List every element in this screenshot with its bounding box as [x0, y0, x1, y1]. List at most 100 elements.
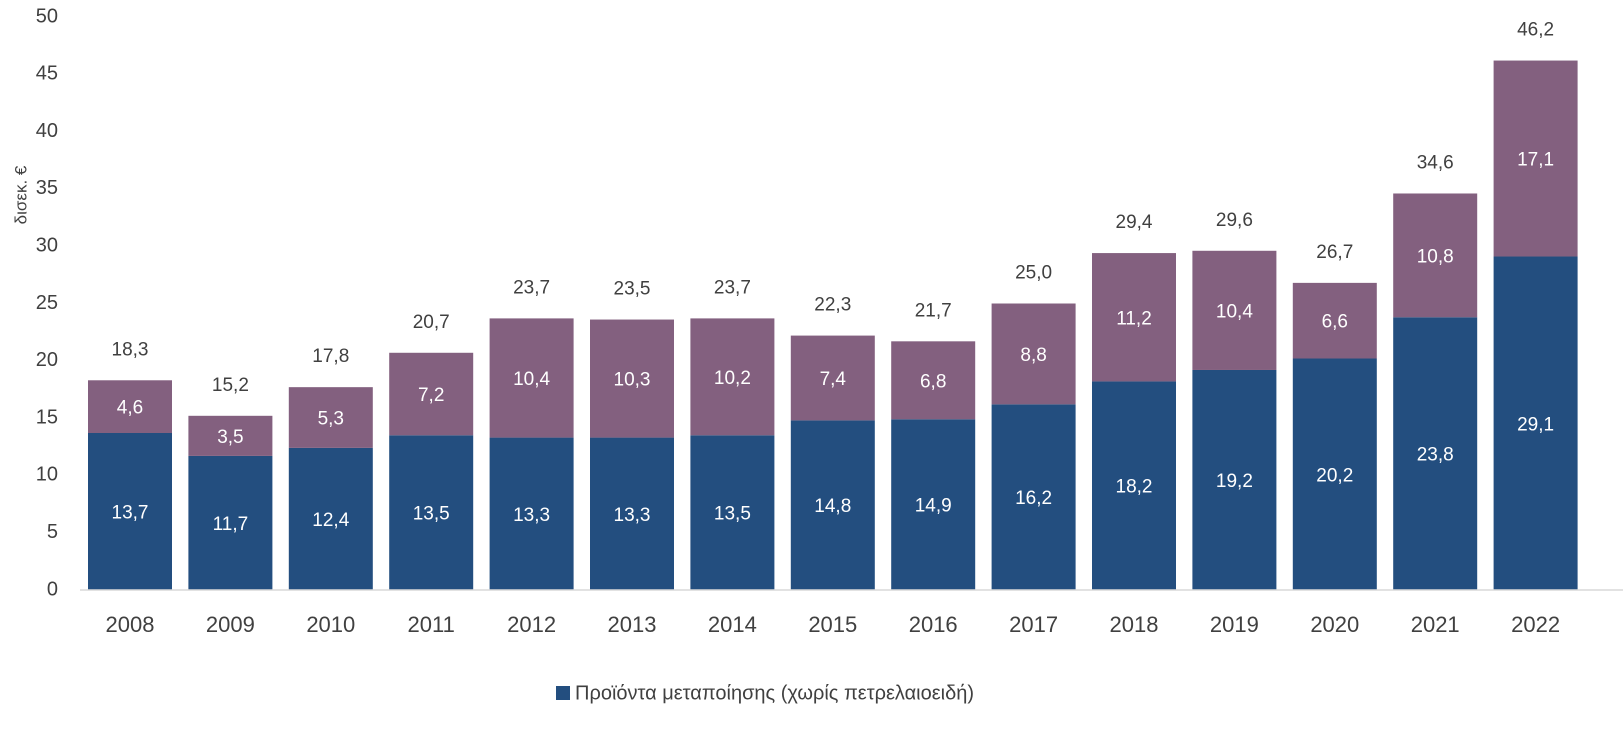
total-label: 46,2 [1517, 20, 1554, 41]
data-label: 7,2 [418, 385, 444, 406]
data-label: 7,4 [820, 369, 847, 390]
x-tick-label: 2022 [1511, 612, 1560, 637]
bar-segment [590, 437, 674, 590]
total-label: 22,3 [814, 295, 851, 316]
bar-segment [690, 318, 775, 436]
y-tick-label: 25 [36, 292, 58, 314]
bar-segment [88, 380, 172, 433]
data-label: 5,3 [318, 409, 344, 430]
y-tick-label: 10 [36, 464, 58, 486]
data-label: 6,6 [1322, 312, 1348, 333]
data-label: 13,7 [112, 503, 149, 524]
data-label: 10,3 [614, 370, 651, 391]
data-label: 11,2 [1116, 308, 1152, 329]
bar-segment [1292, 282, 1377, 359]
data-label: 3,5 [217, 427, 243, 448]
data-label: 10,8 [1417, 246, 1454, 267]
bar-segment [188, 455, 273, 590]
y-tick-label: 50 [36, 5, 58, 27]
bar-segment [991, 303, 1076, 405]
legend-label: Προϊόντα μεταποίησης (χωρίς πετρελαιοειδ… [575, 682, 974, 704]
y-tick-label: 30 [36, 234, 58, 256]
x-tick-label: 2015 [808, 612, 857, 637]
bar-segment [1393, 317, 1478, 590]
data-label: 12,4 [312, 510, 349, 531]
total-label: 29,6 [1216, 210, 1253, 231]
y-tick-label: 35 [36, 177, 58, 199]
total-label: 26,7 [1316, 242, 1353, 263]
data-label: 8,8 [1020, 345, 1046, 366]
total-label: 23,5 [614, 279, 651, 300]
data-label: 6,8 [920, 371, 946, 392]
x-tick-label: 2008 [106, 612, 155, 637]
data-label: 4,6 [117, 398, 143, 419]
x-tick-label: 2020 [1310, 612, 1359, 637]
bar-segment [891, 419, 976, 590]
data-label: 13,3 [513, 505, 550, 526]
bar-segment [690, 435, 775, 590]
bar-segment [590, 319, 674, 438]
data-label: 18,2 [1116, 477, 1153, 498]
legend-swatch [556, 686, 570, 700]
data-label: 13,3 [614, 505, 651, 526]
x-tick-label: 2013 [608, 612, 657, 637]
data-label: 14,9 [915, 496, 952, 517]
bar-segment [1393, 193, 1478, 318]
x-tick-label: 2010 [306, 612, 355, 637]
bar-segment [1292, 358, 1377, 590]
data-label: 20,2 [1316, 465, 1353, 486]
data-label: 14,8 [814, 496, 851, 517]
data-label: 10,2 [714, 368, 751, 389]
y-tick-label: 0 [47, 578, 58, 600]
data-label: 16,2 [1015, 488, 1052, 509]
total-label: 34,6 [1417, 152, 1454, 173]
data-label: 10,4 [513, 369, 550, 390]
y-tick-label: 15 [36, 406, 58, 428]
bar-segment [489, 437, 574, 590]
bar-segment [891, 341, 976, 420]
bar-segment [389, 435, 474, 590]
bar-segment [1192, 250, 1277, 370]
total-label: 29,4 [1116, 212, 1153, 233]
bar-segment [188, 415, 273, 456]
x-tick-label: 2014 [708, 612, 757, 637]
bar-segment [1092, 381, 1176, 590]
x-tick-label: 2017 [1009, 612, 1058, 637]
bar-segment [1092, 253, 1176, 382]
bar-segment [790, 335, 875, 421]
y-axis-label: δισεκ. € [11, 165, 30, 224]
x-tick-label: 2019 [1210, 612, 1259, 637]
bar-segment [288, 387, 373, 448]
data-label: 11,7 [213, 514, 249, 535]
y-tick-label: 40 [36, 120, 58, 142]
bar-segment [288, 447, 373, 590]
y-tick-label: 45 [36, 63, 58, 85]
bar-segment [489, 318, 574, 438]
x-tick-label: 2012 [507, 612, 556, 637]
x-tick-label: 2011 [408, 612, 455, 637]
bar-segment [1192, 369, 1277, 590]
x-tick-label: 2021 [1411, 612, 1460, 637]
y-tick-label: 20 [36, 349, 58, 371]
total-label: 21,7 [915, 300, 952, 321]
bar-segment [1493, 60, 1578, 257]
data-label: 10,4 [1216, 301, 1253, 322]
total-label: 23,7 [714, 277, 751, 298]
data-label: 13,5 [413, 504, 450, 525]
data-label: 13,5 [714, 504, 751, 525]
total-label: 23,7 [513, 277, 550, 298]
data-label: 29,1 [1517, 414, 1554, 435]
bar-segment [790, 420, 875, 590]
total-label: 15,2 [212, 375, 249, 396]
total-label: 18,3 [112, 339, 149, 360]
bar-segment [991, 404, 1076, 590]
total-label: 20,7 [413, 312, 450, 333]
x-tick-label: 2018 [1110, 612, 1159, 637]
x-tick-label: 2009 [206, 612, 255, 637]
bar-segment [88, 432, 172, 590]
total-label: 25,0 [1015, 263, 1052, 284]
total-label: 17,8 [312, 346, 349, 367]
y-tick-label: 5 [47, 521, 58, 543]
bar-segment [1493, 256, 1578, 590]
